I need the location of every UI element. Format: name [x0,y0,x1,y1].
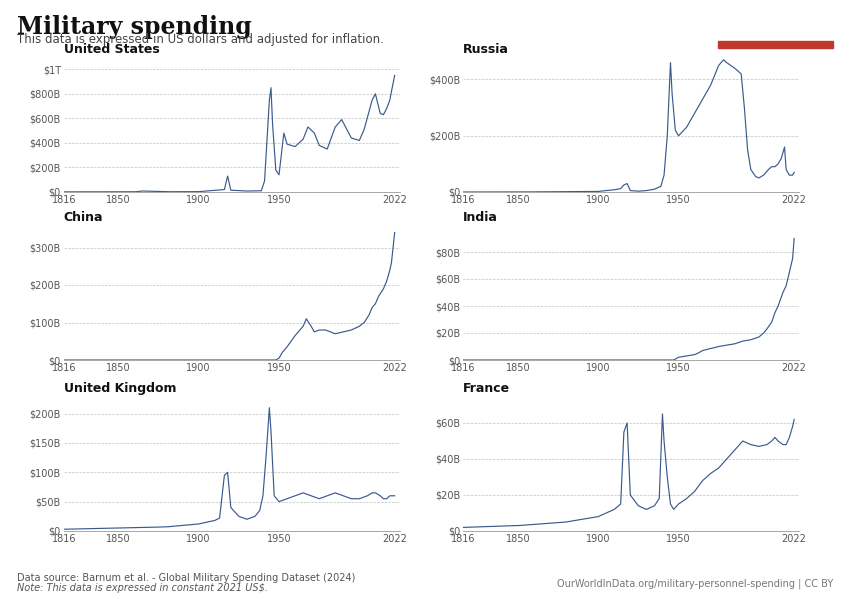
Text: OurWorldInData.org/military-personnel-spending | CC BY: OurWorldInData.org/military-personnel-sp… [557,578,833,589]
Text: Our World: Our World [746,14,805,23]
Text: Note: This data is expressed in constant 2021 US$.: Note: This data is expressed in constant… [17,583,268,593]
Text: China: China [64,211,103,224]
Bar [718,41,833,48]
Text: France: France [463,382,510,395]
Text: in Data: in Data [755,26,796,36]
Text: United Kingdom: United Kingdom [64,382,176,395]
Text: Data source: Barnum et al. - Global Military Spending Dataset (2024): Data source: Barnum et al. - Global Mili… [17,573,355,583]
Text: Military spending: Military spending [17,15,252,39]
Text: This data is expressed in US dollars and adjusted for inflation.: This data is expressed in US dollars and… [17,33,384,46]
Text: Russia: Russia [463,43,509,56]
Text: United States: United States [64,43,160,56]
Text: India: India [463,211,498,224]
